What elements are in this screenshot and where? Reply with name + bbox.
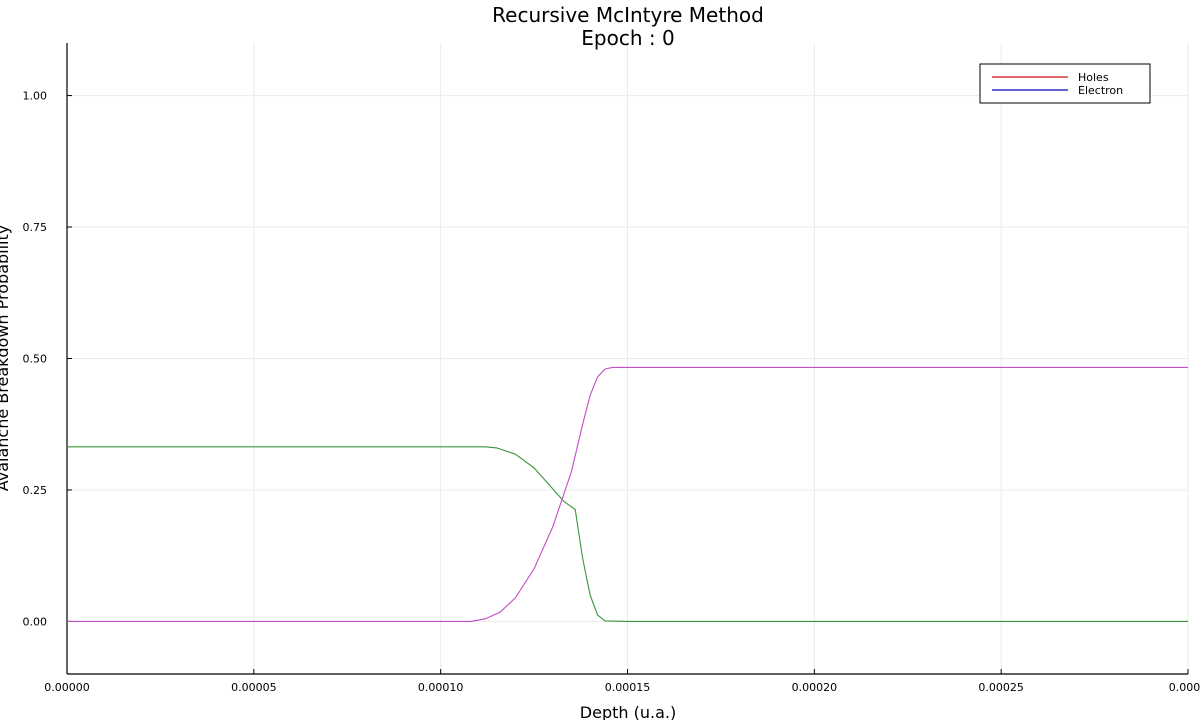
x-axis-label: Depth (u.a.) xyxy=(580,703,676,720)
y-tick-label: 0.50 xyxy=(23,353,48,366)
legend: Holes Electron xyxy=(980,64,1150,103)
x-tick-label: 0.00015 xyxy=(605,681,651,694)
x-tick-label: 0.00000 xyxy=(44,681,90,694)
legend-label-holes: Holes xyxy=(1078,71,1109,84)
x-tick-label: 0.00020 xyxy=(792,681,838,694)
y-tick-label: 0.00 xyxy=(23,615,48,628)
x-tick-label: 0.00025 xyxy=(978,681,1024,694)
chart-subtitle: Epoch : 0 xyxy=(581,26,674,50)
y-tick-label: 0.75 xyxy=(23,221,48,234)
legend-label-electron: Electron xyxy=(1078,84,1123,97)
x-tick-label: 0.00010 xyxy=(418,681,464,694)
grid-layer xyxy=(67,43,1188,674)
x-tick-label: 0.0003 xyxy=(1169,681,1200,694)
legend-box xyxy=(980,64,1150,103)
chart-title: Recursive McIntyre Method xyxy=(492,3,764,27)
y-axis-label: Avalanche Breakdown Probability xyxy=(0,225,12,492)
y-tick-label: 0.25 xyxy=(23,484,48,497)
y-tick-label: 1.00 xyxy=(23,90,48,103)
x-tick-label: 0.00005 xyxy=(231,681,277,694)
